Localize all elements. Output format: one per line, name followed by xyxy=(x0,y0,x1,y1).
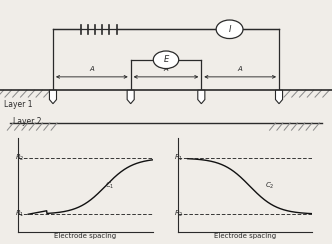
Text: A: A xyxy=(164,66,168,72)
Text: A: A xyxy=(238,66,243,72)
Text: $R_2$: $R_2$ xyxy=(15,153,25,163)
Text: $C_2$: $C_2$ xyxy=(265,181,274,191)
Text: E: E xyxy=(163,55,169,64)
Text: $R_2$: $R_2$ xyxy=(174,209,184,219)
X-axis label: Electrode spacing: Electrode spacing xyxy=(54,233,117,239)
Polygon shape xyxy=(49,90,56,104)
Polygon shape xyxy=(127,90,134,104)
Text: I: I xyxy=(228,25,231,34)
Text: $R_1$: $R_1$ xyxy=(15,209,25,219)
Circle shape xyxy=(216,20,243,39)
Text: Layer 1: Layer 1 xyxy=(4,100,32,109)
Text: Layer 2: Layer 2 xyxy=(13,117,42,126)
Text: $R_1$: $R_1$ xyxy=(174,153,184,163)
Polygon shape xyxy=(198,90,205,104)
Text: $C_1$: $C_1$ xyxy=(106,181,115,191)
Polygon shape xyxy=(276,90,283,104)
X-axis label: Electrode spacing: Electrode spacing xyxy=(214,233,276,239)
Circle shape xyxy=(153,51,179,69)
Text: A: A xyxy=(89,66,94,72)
